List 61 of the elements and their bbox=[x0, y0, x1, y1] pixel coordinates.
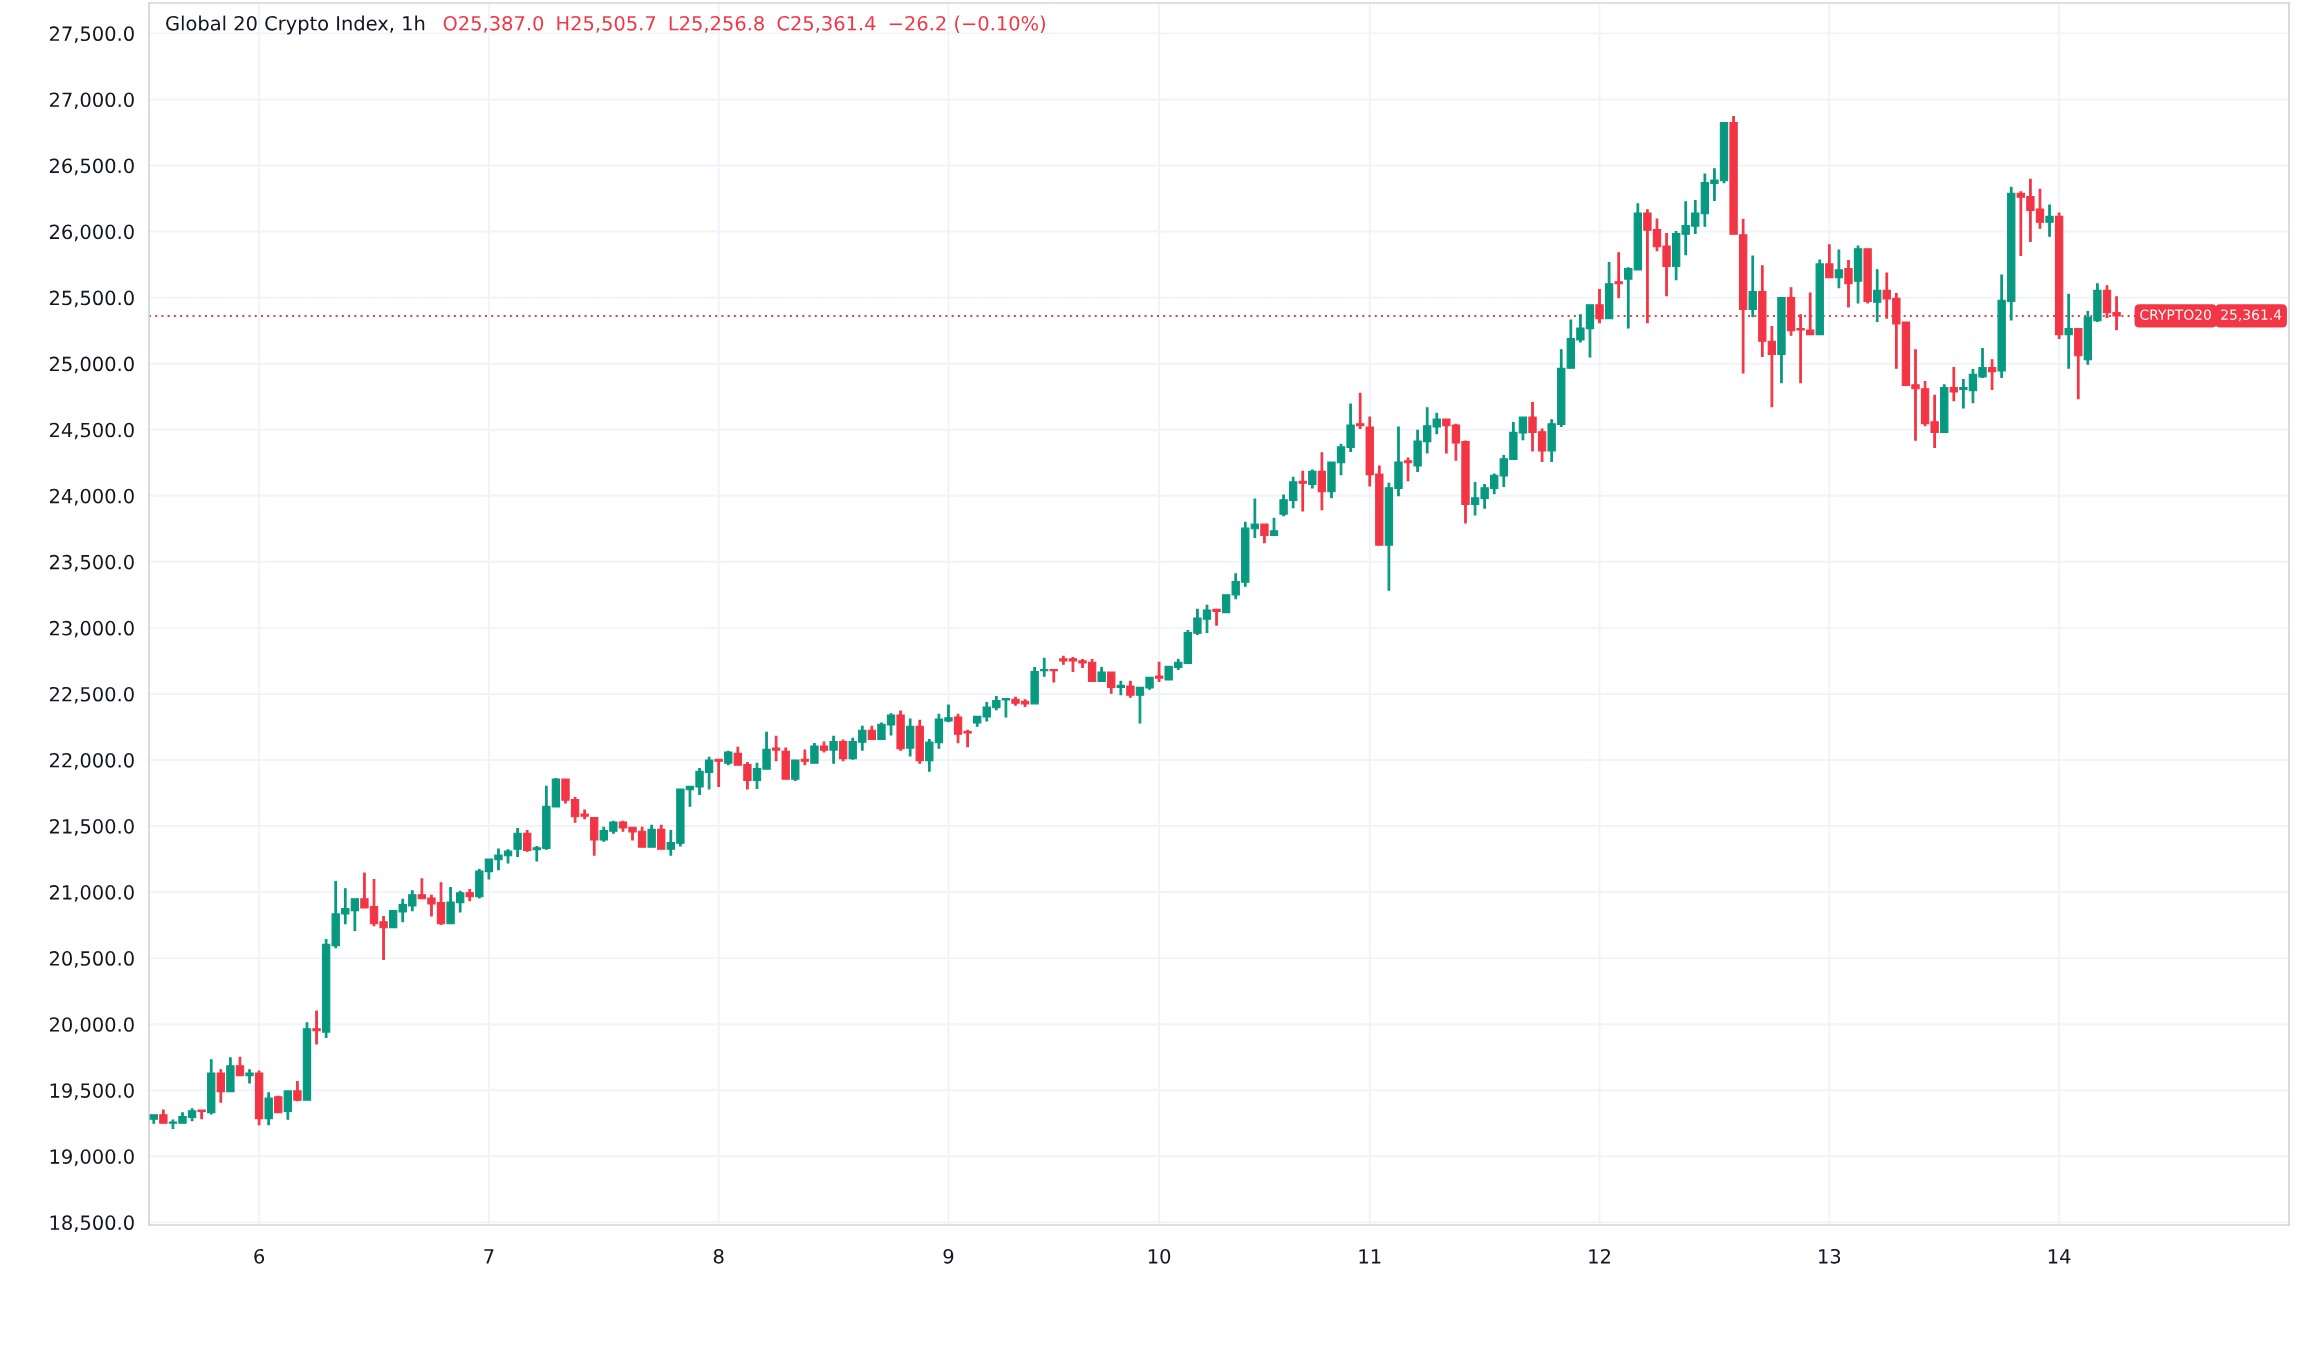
y-tick-label: 23,500.0 bbox=[49, 554, 134, 572]
candlestick bbox=[1834, 249, 1844, 289]
annotation: L25,256.8 bbox=[669, 15, 764, 33]
x-tick-label: 9 bbox=[943, 1248, 954, 1264]
y-tick-label: 18,500.0 bbox=[50, 1215, 134, 1233]
x-tick-label: 10 bbox=[1148, 1248, 1171, 1264]
ref-line-label: CRYPTO20 bbox=[2140, 309, 2211, 320]
y-tick-label: 20,000.0 bbox=[49, 1017, 134, 1034]
candlestick bbox=[293, 1081, 302, 1102]
x-tick-label: 12 bbox=[1589, 1248, 1610, 1264]
y-tick-label: 26,500.0 bbox=[49, 158, 134, 176]
annotation: −26.2 (−0.10%) bbox=[889, 15, 1045, 33]
y-tick-label: 22,000.0 bbox=[49, 752, 134, 770]
candlestick bbox=[1355, 392, 1365, 429]
x-tick-label: 11 bbox=[1359, 1249, 1381, 1264]
x-tick-label: 14 bbox=[2048, 1249, 2071, 1264]
y-tick-label: 25,000.0 bbox=[49, 356, 134, 374]
candlestick bbox=[2064, 293, 2073, 369]
candlestick bbox=[1748, 255, 1757, 318]
annotation: 25,361.4 bbox=[2221, 309, 2282, 322]
candlestick bbox=[245, 1069, 254, 1084]
text: Global 20 Crypto Index, 1h bbox=[166, 15, 425, 35]
y-tick-label: 24,000.0 bbox=[49, 488, 134, 506]
candlestick bbox=[197, 1109, 206, 1120]
candlestick bbox=[1116, 680, 1126, 696]
candlestick bbox=[2045, 204, 2054, 237]
candlestick bbox=[800, 749, 810, 766]
y-tick-label: 22,500.0 bbox=[49, 686, 134, 704]
x-tick-label: 8 bbox=[713, 1248, 724, 1264]
y-tick-label: 20,500.0 bbox=[49, 951, 134, 968]
candlestick bbox=[149, 1114, 158, 1124]
x-tick-label: 13 bbox=[1819, 1248, 1841, 1264]
candlestick bbox=[1949, 367, 1958, 402]
candlestick bbox=[829, 735, 838, 764]
y-tick-label: 21,500.0 bbox=[49, 818, 134, 836]
candlestick bbox=[1040, 657, 1049, 677]
candlestick bbox=[1614, 252, 1623, 299]
y-tick-label: 19,500.0 bbox=[50, 1083, 134, 1100]
y-tick-label: 21,000.0 bbox=[49, 885, 134, 902]
candlestick bbox=[771, 735, 781, 762]
y-tick-label: 27,500.0 bbox=[49, 26, 134, 44]
y-tick-label: 24,500.0 bbox=[49, 422, 134, 440]
candlestick bbox=[1154, 661, 1164, 682]
candlestick bbox=[1844, 260, 1853, 308]
candlestick bbox=[1987, 359, 1997, 390]
y-tick-label: 23,000.0 bbox=[49, 620, 134, 638]
x-tick-label: 7 bbox=[484, 1249, 494, 1264]
y-tick-label: 19,000.0 bbox=[50, 1149, 134, 1166]
x-tick-label: 6 bbox=[254, 1248, 265, 1264]
candlestick bbox=[1403, 457, 1413, 482]
y-tick-label: 26,000.0 bbox=[49, 224, 134, 242]
candlestick bbox=[1049, 668, 1058, 683]
candlestick bbox=[1298, 470, 1307, 512]
y-tick-label: 27,000.0 bbox=[49, 92, 134, 110]
annotation: H25,505.7 bbox=[557, 15, 656, 33]
y-tick-label: 25,500.0 bbox=[49, 290, 134, 308]
candlestick bbox=[714, 758, 723, 787]
candlestick bbox=[312, 1010, 321, 1045]
annotation: C25,361.4 bbox=[777, 15, 876, 33]
annotation: O25,387.0 bbox=[443, 15, 544, 33]
candlestick bbox=[1212, 608, 1221, 626]
